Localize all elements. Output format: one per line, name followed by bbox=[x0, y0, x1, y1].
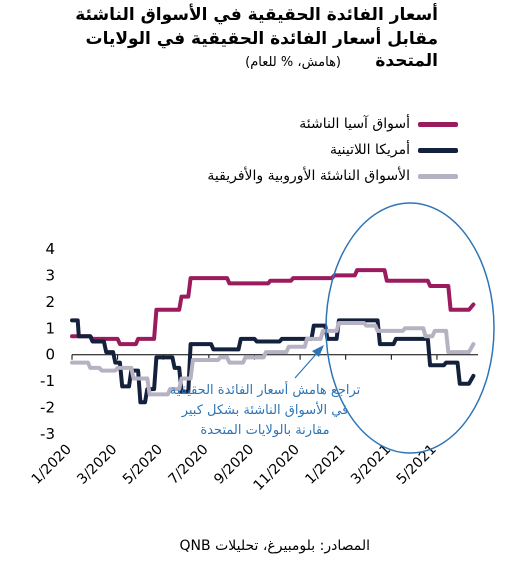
legend-item-latam: أمريكا اللاتينية bbox=[118, 138, 458, 162]
x-tick-label: 3/2020 bbox=[74, 442, 120, 488]
y-tick-label: 1 bbox=[45, 319, 55, 337]
x-tick-label: 11/2020 bbox=[250, 442, 302, 494]
annotation-text-line: مقارنة بالولايات المتحدة bbox=[200, 423, 329, 438]
legend-swatch-asia bbox=[418, 121, 458, 127]
y-tick-label: 3 bbox=[45, 266, 55, 284]
series-line-latam bbox=[70, 318, 476, 405]
annotation-arrow-head bbox=[312, 345, 324, 357]
x-tick-label: 1/2021 bbox=[302, 442, 348, 488]
legend-label-asia: أسواق آسيا الناشئة bbox=[299, 116, 410, 132]
chart-legend: أسواق آسيا الناشئة أمريكا اللاتينية الأس… bbox=[118, 112, 458, 190]
legend-item-asia: أسواق آسيا الناشئة bbox=[118, 112, 458, 136]
y-tick-label: -1 bbox=[40, 372, 55, 390]
y-tick-label: 0 bbox=[45, 346, 55, 364]
chart-subtitle: (هامش، % للعام) bbox=[245, 55, 341, 70]
legend-item-cee: الأسواق الناشئة الأوروبية والأفريقية bbox=[118, 164, 458, 188]
legend-swatch-latam bbox=[418, 147, 458, 153]
legend-label-cee: الأسواق الناشئة الأوروبية والأفريقية bbox=[207, 168, 410, 184]
annotation-ellipse bbox=[325, 202, 495, 454]
y-tick-label: -2 bbox=[40, 399, 55, 417]
annotation-text-line: تراجع هامش أسعار الفائدة الحقيقية bbox=[170, 381, 361, 398]
y-tick-label: 2 bbox=[45, 293, 55, 311]
y-tick-label: -3 bbox=[40, 425, 55, 443]
x-tick-label: 1/2020 bbox=[29, 442, 75, 488]
x-tick-label: 5/2020 bbox=[120, 442, 166, 488]
legend-label-latam: أمريكا اللاتينية bbox=[329, 142, 410, 158]
legend-swatch-cee bbox=[418, 173, 458, 179]
x-tick-label: 9/2020 bbox=[211, 442, 257, 488]
series-line-cee bbox=[70, 321, 476, 397]
chart-title-line-2: مقابل أسعار الفائدة الحقيقية في الولايات… bbox=[85, 29, 438, 71]
annotation-text-line: في الأسواق الناشئة بشكل كبير bbox=[181, 401, 349, 418]
x-tick-label: 7/2020 bbox=[166, 442, 212, 488]
annotation-arrow-shaft bbox=[294, 351, 319, 379]
chart-title-line-1: أسعار الفائدة الحقيقية في الأسواق الناشئ… bbox=[75, 5, 438, 25]
y-tick-label: 4 bbox=[45, 240, 55, 258]
source-note: المصادر: بلومبيرغ، تحليلات QNB bbox=[179, 538, 370, 554]
series-line-asia bbox=[70, 268, 476, 347]
